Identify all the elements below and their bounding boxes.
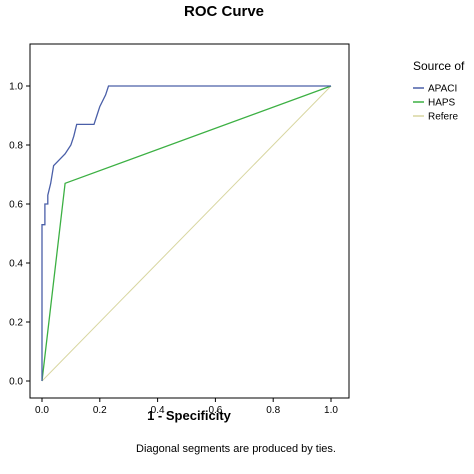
series-line-apaci (41, 85, 331, 381)
y-tick-label: 0.4 (9, 259, 23, 270)
x-tick-label: 0.0 (35, 405, 49, 416)
y-tick-label: 1.0 (9, 82, 23, 93)
series-line-haps (41, 85, 332, 382)
x-tick-label: 0.4 (151, 405, 165, 416)
x-axis: 0.0 0.2 0.4 0.6 0.8 1.0 (35, 398, 338, 416)
series-layer (41, 85, 332, 382)
x-axis-label: 1 - Specificity (147, 408, 232, 423)
x-tick-label: 0.6 (208, 405, 222, 416)
y-tick-label: 0.6 (9, 200, 23, 211)
legend-label: APACI (428, 84, 457, 95)
y-tick-label: 0.8 (9, 141, 23, 152)
footnote: Diagonal segments are produced by ties. (136, 443, 336, 455)
chart-title: ROC Curve (184, 3, 264, 20)
x-tick-label: 1.0 (324, 405, 338, 416)
legend-title: Source of (413, 59, 465, 73)
legend: APACI HAPS Refere (413, 84, 458, 123)
legend-label: Refere (428, 112, 458, 123)
series-line-refere (41, 85, 332, 382)
y-tick-label: 0.2 (9, 318, 23, 329)
legend-label: HAPS (428, 98, 456, 109)
x-tick-label: 0.2 (93, 405, 107, 416)
y-tick-label: 0.0 (9, 377, 23, 388)
x-tick-label: 0.8 (266, 405, 280, 416)
y-axis: 0.0 0.2 0.4 0.6 0.8 1.0 (9, 82, 30, 388)
